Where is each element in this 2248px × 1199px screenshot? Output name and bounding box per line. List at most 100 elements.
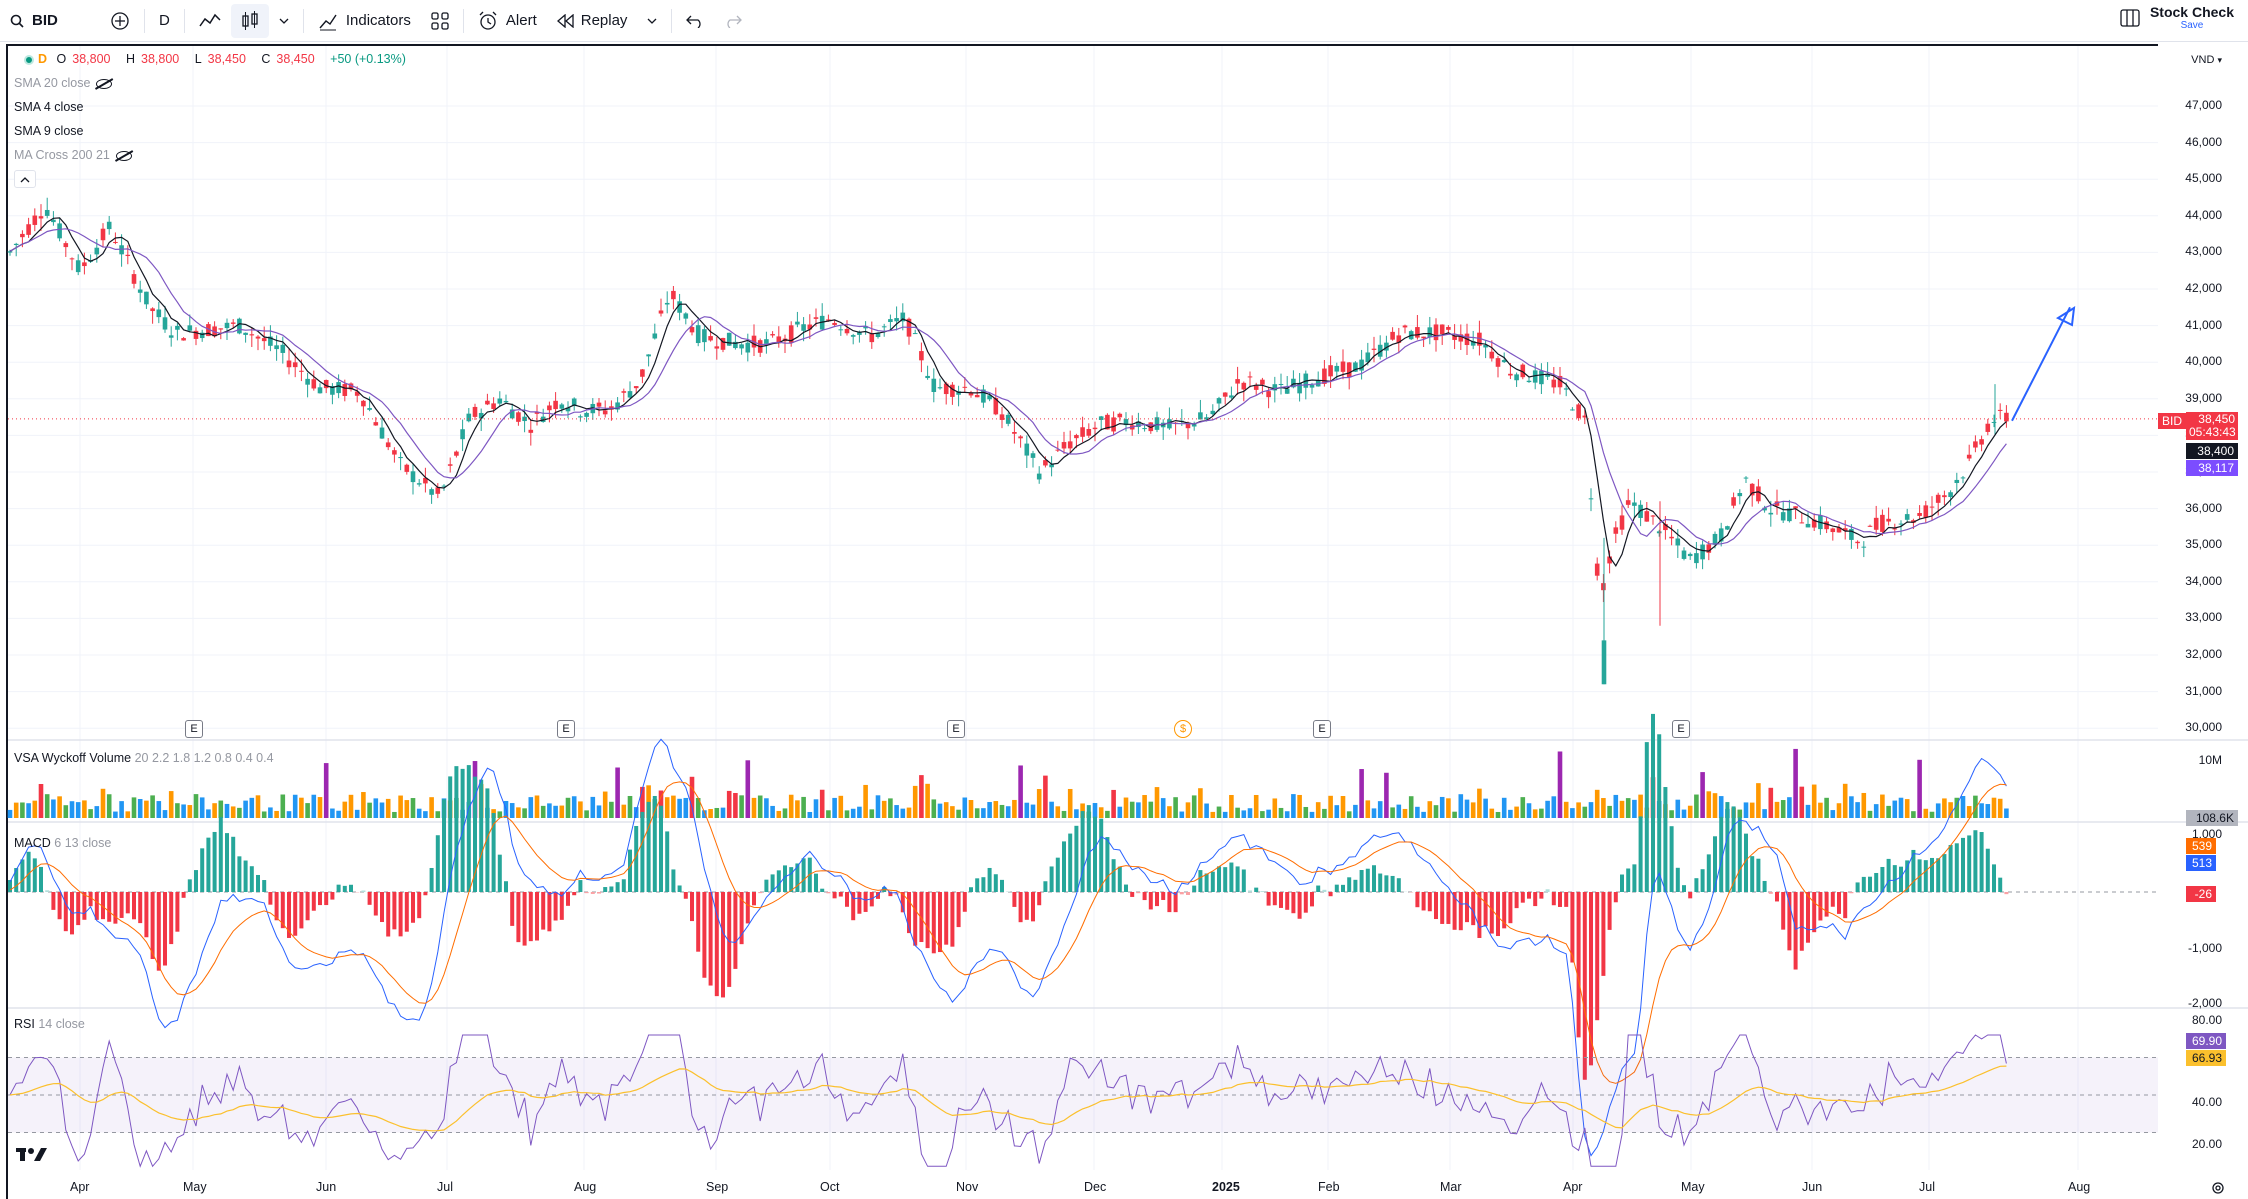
volume-bar <box>323 763 329 818</box>
replay-button[interactable]: Replay <box>547 0 638 42</box>
volume-bar <box>646 785 651 818</box>
macd-histogram-bar <box>1613 892 1618 903</box>
candle-body <box>1539 370 1544 385</box>
templates-button[interactable] <box>421 0 459 42</box>
undo-button[interactable] <box>676 0 714 42</box>
macd-histogram-bar <box>1396 878 1401 892</box>
volume-bar <box>993 801 999 818</box>
macd-histogram-bar <box>1930 857 1934 892</box>
line-chart-button[interactable] <box>189 0 231 42</box>
macd-histogram-bar <box>764 879 769 892</box>
candle-body <box>435 487 441 494</box>
earnings-marker[interactable]: E <box>1672 720 1690 738</box>
macd-histogram-bar <box>1638 816 1643 892</box>
layout-button[interactable]: Stock Check Save <box>2120 4 2234 31</box>
candle-body <box>1098 416 1104 420</box>
volume-bar <box>1520 797 1526 818</box>
candle-body <box>342 384 348 396</box>
month-label: Oct <box>820 1180 840 1194</box>
dividend-marker[interactable]: $ <box>1174 720 1192 738</box>
volume-bar <box>1390 807 1395 818</box>
currency-selector[interactable]: VND ▾ <box>2191 54 2222 66</box>
macd-histogram-bar <box>63 892 68 932</box>
rsi-legend[interactable]: RSI 14 close <box>14 1016 85 1032</box>
tradingview-logo[interactable] <box>16 1146 48 1162</box>
volume-bar <box>243 800 248 818</box>
candle-body <box>1123 419 1129 426</box>
volume-bar <box>1142 795 1147 818</box>
gear-icon[interactable] <box>2210 1180 2226 1196</box>
candle-body <box>69 258 75 260</box>
volume-bar <box>1842 783 1848 818</box>
sma20-legend[interactable]: SMA 20 close <box>14 75 113 91</box>
redo-button[interactable] <box>714 0 752 42</box>
volume-bar <box>553 805 558 818</box>
volume-bar <box>677 798 682 818</box>
sma9-legend[interactable]: SMA 9 close <box>14 123 83 139</box>
collapse-legend-button[interactable] <box>14 170 36 188</box>
volume-bar <box>1452 811 1457 818</box>
earnings-marker[interactable]: E <box>557 720 575 738</box>
macd-histogram-bar <box>1334 884 1339 892</box>
macd-histogram-bar <box>132 892 136 920</box>
macd-histogram-bar <box>51 892 56 910</box>
volume-bar <box>1458 794 1464 818</box>
price-axis-label: 35,000 <box>2185 537 2222 552</box>
month-label: 2025 <box>1212 1180 1240 1194</box>
hidden-eye-icon[interactable] <box>96 78 113 89</box>
macd-histogram-bar <box>101 892 105 920</box>
volume-bar <box>1607 805 1612 818</box>
macd-histogram-bar <box>1452 892 1457 930</box>
layout-icon <box>2120 8 2140 27</box>
earnings-marker[interactable]: E <box>185 720 203 738</box>
candle-body <box>237 318 242 334</box>
volume-bar <box>1210 811 1216 818</box>
macd-histogram-bar <box>1936 858 1941 892</box>
macd-histogram-bar <box>2004 892 2009 895</box>
candle-body <box>1055 449 1061 451</box>
earnings-marker[interactable]: E <box>947 720 965 738</box>
macd-histogram-bar <box>950 892 955 947</box>
macd-legend[interactable]: MACD 6 13 close <box>14 835 111 851</box>
last-price-tag: 38,450 05:43:43 <box>2186 412 2238 440</box>
volume-legend[interactable]: VSA Wyckoff Volume 20 2.2 1.8 1.2 0.8 0.… <box>14 750 274 766</box>
volume-bar <box>1340 796 1346 818</box>
macd-histogram-bar <box>1576 892 1581 1038</box>
volume-bar <box>1061 810 1067 818</box>
indicators-button[interactable]: Indicators <box>308 0 421 42</box>
candle-body <box>1855 541 1860 544</box>
replay-dropdown[interactable] <box>637 0 667 42</box>
chart-type-dropdown[interactable] <box>269 0 299 42</box>
volume-bar <box>13 802 19 818</box>
candle-body <box>1508 373 1513 376</box>
ma-cross-legend[interactable]: MA Cross 200 21 <box>14 147 132 163</box>
candle-body <box>1991 421 1997 423</box>
alert-button[interactable]: Alert <box>468 0 547 42</box>
interval-button[interactable]: D <box>149 0 180 42</box>
volume-bar <box>720 807 726 818</box>
volume-bar <box>1576 802 1581 818</box>
symbol-search-button[interactable]: BID <box>0 0 100 42</box>
volume-bar <box>1787 797 1792 818</box>
save-label[interactable]: Save <box>2180 20 2204 31</box>
candle-body <box>733 341 738 349</box>
chevron-down-icon: ▾ <box>2217 55 2222 65</box>
hidden-eye-icon[interactable] <box>115 150 132 161</box>
macd-histogram-bar <box>1316 885 1321 892</box>
earnings-marker[interactable]: E <box>1313 720 1331 738</box>
chevron-up-icon <box>20 177 30 183</box>
candle-body <box>1067 441 1073 449</box>
volume-bar <box>274 810 279 818</box>
month-label: May <box>1681 1180 1705 1194</box>
volume-bar <box>1613 794 1619 818</box>
candle-chart-button[interactable] <box>230 3 269 38</box>
macd-histogram-bar <box>1861 876 1866 892</box>
candle-body <box>925 375 930 379</box>
volume-bar <box>1291 794 1296 818</box>
add-symbol-button[interactable] <box>100 0 140 42</box>
sma4-legend[interactable]: SMA 4 close <box>14 99 83 115</box>
macd-histogram-bar <box>1496 892 1500 937</box>
volume-bar <box>857 806 862 818</box>
volume-bar <box>795 800 800 818</box>
